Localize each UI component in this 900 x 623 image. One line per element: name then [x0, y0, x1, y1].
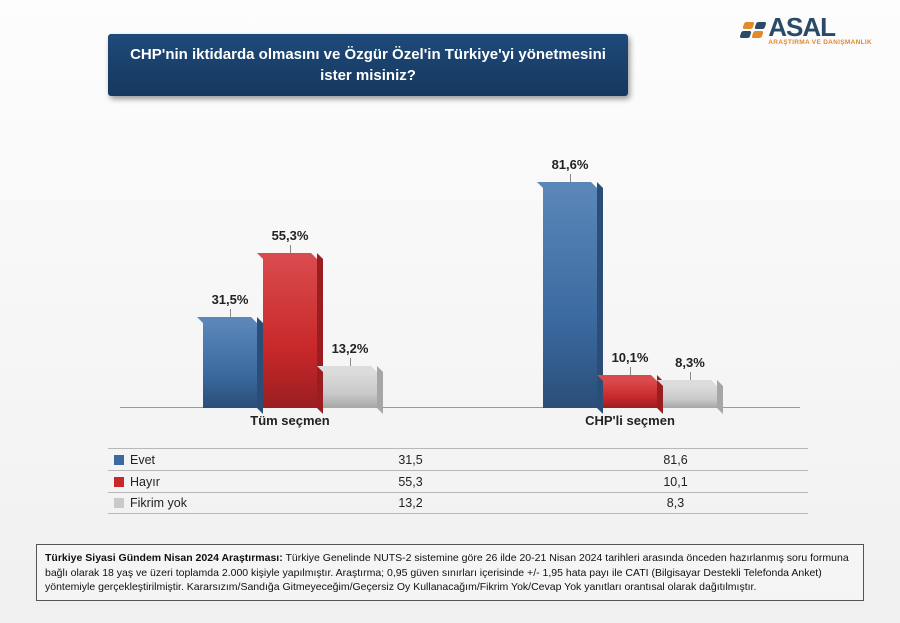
bar: 31,5% — [203, 292, 257, 408]
bar: 10,1% — [603, 350, 657, 408]
logo-name: ASAL — [768, 14, 872, 40]
bar-rect — [663, 386, 717, 408]
table-row: Evet 31,581,6 — [108, 448, 808, 470]
bar-rect — [543, 188, 597, 408]
bar: 81,6% — [543, 157, 597, 408]
bar-rect — [603, 381, 657, 408]
legend-cell: Hayır — [108, 475, 278, 489]
group-axis-label: Tüm seçmen — [160, 413, 420, 428]
bar-rect — [263, 259, 317, 408]
logo-subtitle: ARAŞTIRMA VE DANIŞMANLIK — [768, 40, 872, 47]
brand-logo: ASAL ARAŞTIRMA VE DANIŞMANLIK — [742, 14, 872, 47]
table-cell: 8,3 — [543, 496, 808, 510]
chart-title: CHP'nin iktidarda olmasını ve Özgür Özel… — [108, 34, 628, 96]
bar-value-label: 8,3% — [675, 355, 705, 370]
table-cell: 31,5 — [278, 453, 543, 467]
bar-value-label: 10,1% — [612, 350, 649, 365]
logo-mark-icon — [740, 22, 767, 38]
data-table: Evet 31,581,6 Hayır 55,310,1 Fikrim yok 13,28… — [108, 448, 808, 514]
bar-rect — [323, 372, 377, 408]
footnote-title: Türkiye Siyasi Gündem Nisan 2024 Araştır… — [45, 552, 283, 564]
legend-swatch-icon — [114, 498, 124, 508]
group-axis-label: CHP'li seçmen — [500, 413, 760, 428]
bar-value-label: 31,5% — [212, 292, 249, 307]
table-cell: 13,2 — [278, 496, 543, 510]
legend-label: Fikrim yok — [130, 496, 187, 510]
legend-label: Evet — [130, 453, 155, 467]
bar-value-label: 13,2% — [332, 341, 369, 356]
table-row: Fikrim yok 13,28,3 — [108, 492, 808, 514]
legend-cell: Evet — [108, 453, 278, 467]
legend-swatch-icon — [114, 477, 124, 487]
bar: 55,3% — [263, 228, 317, 408]
table-cell: 10,1 — [543, 475, 808, 489]
bar-chart: Tüm seçmen 31,5% 55,3% 13,2% CHP'li seçmen 81… — [120, 118, 800, 428]
bar: 8,3% — [663, 355, 717, 408]
table-row: Hayır 55,310,1 — [108, 470, 808, 492]
legend-label: Hayır — [130, 475, 160, 489]
table-cell: 55,3 — [278, 475, 543, 489]
table-cell: 81,6 — [543, 453, 808, 467]
bar-value-label: 55,3% — [272, 228, 309, 243]
legend-swatch-icon — [114, 455, 124, 465]
legend-cell: Fikrim yok — [108, 496, 278, 510]
bar: 13,2% — [323, 341, 377, 408]
bar-value-label: 81,6% — [552, 157, 589, 172]
bar-rect — [203, 323, 257, 408]
methodology-footnote: Türkiye Siyasi Gündem Nisan 2024 Araştır… — [36, 544, 864, 601]
